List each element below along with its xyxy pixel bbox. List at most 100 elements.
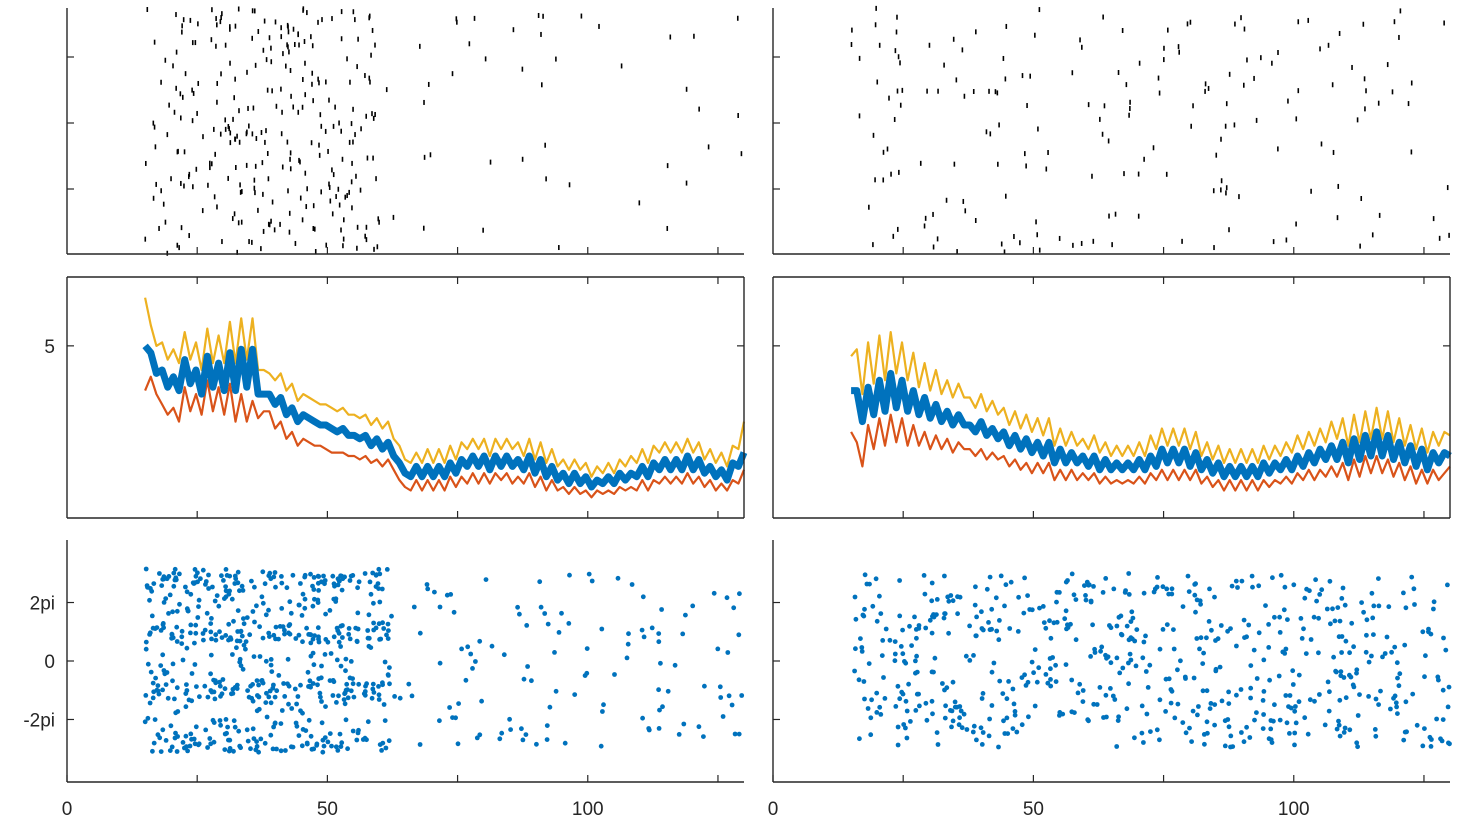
phase-dot bbox=[282, 631, 287, 637]
phase-dot bbox=[1080, 699, 1086, 704]
phase-dot bbox=[929, 598, 935, 604]
phase-dot bbox=[1322, 722, 1328, 728]
phase-dot bbox=[314, 742, 320, 748]
phase-dot bbox=[311, 662, 317, 668]
phase-dot bbox=[1168, 687, 1174, 692]
phase-dot bbox=[234, 682, 240, 688]
phase-dot bbox=[984, 586, 990, 592]
phase-dot bbox=[231, 618, 236, 624]
phase-dot bbox=[1029, 607, 1035, 613]
phase-dot bbox=[529, 678, 534, 684]
phase-dot bbox=[335, 582, 341, 588]
phase-dot bbox=[289, 706, 295, 711]
phase-dot bbox=[927, 617, 933, 623]
phase-dot bbox=[161, 600, 167, 605]
phase-dot bbox=[258, 736, 264, 742]
phase-dot bbox=[904, 708, 910, 714]
phase-dot bbox=[913, 670, 918, 676]
phase-dot bbox=[362, 735, 368, 741]
phase-dot bbox=[451, 609, 457, 615]
phase-dot bbox=[520, 737, 526, 743]
phase-dot bbox=[1054, 589, 1060, 595]
phase-dot bbox=[629, 582, 635, 587]
phase-dot bbox=[615, 575, 621, 581]
phase-dot bbox=[1338, 673, 1344, 679]
phase-dot bbox=[660, 704, 665, 710]
phase-dot bbox=[355, 610, 361, 616]
phase-dot bbox=[1091, 584, 1096, 589]
phase-dot bbox=[219, 635, 225, 640]
phase-dot bbox=[1260, 726, 1266, 731]
phase-dot bbox=[895, 724, 901, 730]
panel-rate-right bbox=[772, 276, 1452, 519]
phase-dot bbox=[155, 688, 161, 694]
phase-dot bbox=[897, 578, 902, 583]
phase-dot bbox=[1239, 578, 1245, 584]
phase-dot bbox=[263, 700, 269, 705]
phase-dot bbox=[1355, 713, 1361, 718]
phase-dot bbox=[1354, 670, 1359, 676]
phase-dot bbox=[1292, 708, 1298, 714]
phase-dot bbox=[311, 746, 317, 752]
phase-dot bbox=[167, 592, 173, 598]
phase-dot bbox=[987, 716, 992, 722]
phase-dot bbox=[227, 588, 233, 594]
phase-dot bbox=[385, 636, 391, 641]
phase-dot bbox=[174, 624, 180, 630]
phase-dot bbox=[640, 594, 646, 600]
phase-dot bbox=[208, 688, 214, 693]
phase-dot bbox=[1443, 647, 1449, 653]
phase-dot bbox=[1148, 729, 1153, 734]
phase-dot bbox=[315, 580, 321, 586]
phase-dot bbox=[878, 611, 884, 616]
phase-dot bbox=[987, 627, 993, 633]
phase-dot bbox=[151, 740, 157, 746]
phase-dot bbox=[174, 749, 180, 754]
phase-dot bbox=[887, 637, 893, 643]
phase-dot bbox=[1124, 706, 1130, 712]
phase-dot bbox=[1213, 668, 1219, 674]
phase-dot bbox=[252, 619, 257, 625]
phase-dot bbox=[299, 743, 305, 749]
phase-dot bbox=[892, 651, 898, 657]
phase-dot bbox=[1048, 677, 1053, 682]
phase-dot bbox=[1200, 688, 1206, 694]
phase-dot bbox=[196, 604, 201, 609]
phase-dot bbox=[1147, 662, 1153, 668]
phase-dot bbox=[1154, 584, 1160, 590]
phase-dot bbox=[235, 569, 241, 575]
phase-dot bbox=[350, 681, 356, 687]
phase-dot bbox=[996, 637, 1002, 643]
phase-dot bbox=[241, 616, 246, 621]
phase-dot bbox=[298, 708, 303, 714]
phase-dot bbox=[656, 687, 661, 693]
phase-dot bbox=[377, 599, 383, 605]
phase-dot bbox=[432, 589, 437, 595]
phase-dot bbox=[1118, 631, 1124, 637]
phase-dot bbox=[336, 693, 341, 699]
phase-dot bbox=[731, 605, 737, 611]
phase-dot bbox=[683, 612, 688, 618]
phase-dot bbox=[1431, 599, 1437, 605]
phase-dot bbox=[641, 634, 647, 640]
phase-dot bbox=[260, 569, 266, 575]
phase-dot bbox=[223, 584, 229, 589]
phase-dot bbox=[1069, 709, 1075, 715]
phase-dot bbox=[1043, 625, 1049, 631]
phase-dot bbox=[306, 717, 312, 723]
phase-dot bbox=[474, 735, 480, 741]
phase-dot bbox=[567, 572, 572, 578]
phase-dot bbox=[319, 720, 325, 726]
phase-dot bbox=[315, 597, 321, 603]
phase-dot bbox=[640, 715, 645, 721]
phase-dot bbox=[547, 704, 553, 710]
phase-dot bbox=[344, 681, 350, 687]
phase-dot bbox=[874, 710, 880, 715]
phase-dot bbox=[1339, 650, 1344, 655]
phase-dot bbox=[1204, 635, 1209, 641]
phase-dot bbox=[172, 696, 177, 702]
phase-dot bbox=[1073, 597, 1079, 602]
phase-dot bbox=[1278, 572, 1284, 578]
phase-dot bbox=[562, 740, 568, 746]
phase-dot bbox=[266, 573, 272, 579]
